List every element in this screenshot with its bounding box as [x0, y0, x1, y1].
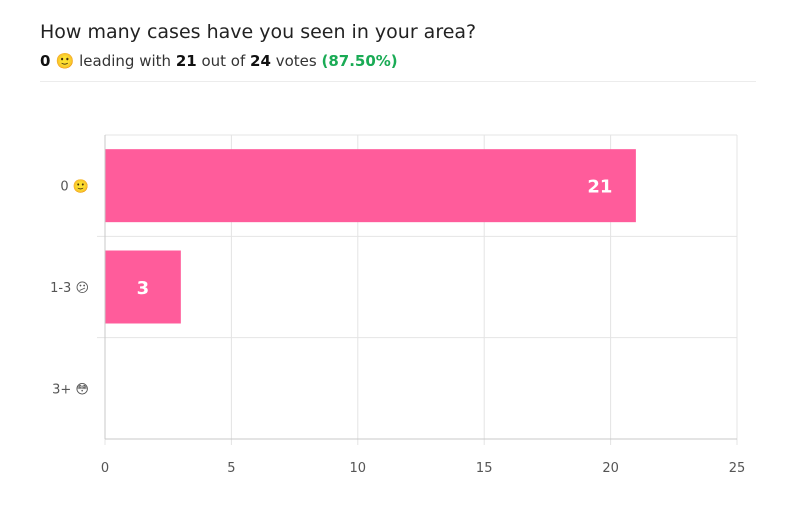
x-tick-label: 20: [602, 461, 619, 476]
x-tick-label: 15: [476, 461, 493, 476]
x-tick-label: 5: [227, 461, 235, 476]
bar-value-label: 3: [137, 278, 150, 299]
out-of-text: out of: [201, 52, 246, 70]
header-divider: [40, 81, 756, 82]
category-label: 0 🙂: [60, 179, 89, 195]
bar: [105, 250, 181, 324]
leading-text: leading with: [79, 52, 172, 70]
category-label: 3+ 😳: [52, 382, 89, 397]
category-label: 1-3 😕: [50, 281, 89, 296]
poll-question: How many cases have you seen in your are…: [40, 21, 477, 43]
total-votes: 24: [250, 52, 271, 70]
votes-text: votes: [275, 52, 317, 70]
poll-header: How many cases have you seen in your are…: [40, 18, 756, 72]
leader-percent: (87.50%): [321, 52, 398, 70]
x-tick-label: 25: [729, 461, 746, 476]
bar: [105, 149, 636, 223]
x-tick-label: 0: [101, 461, 109, 476]
bar-value-label: 21: [587, 177, 612, 198]
poll-summary: 0 🙂 leading with 21 out of 24 votes (87.…: [40, 50, 756, 72]
leader-option: 0 🙂: [40, 52, 75, 70]
leader-votes: 21: [175, 52, 197, 70]
x-tick-label: 10: [350, 461, 367, 476]
